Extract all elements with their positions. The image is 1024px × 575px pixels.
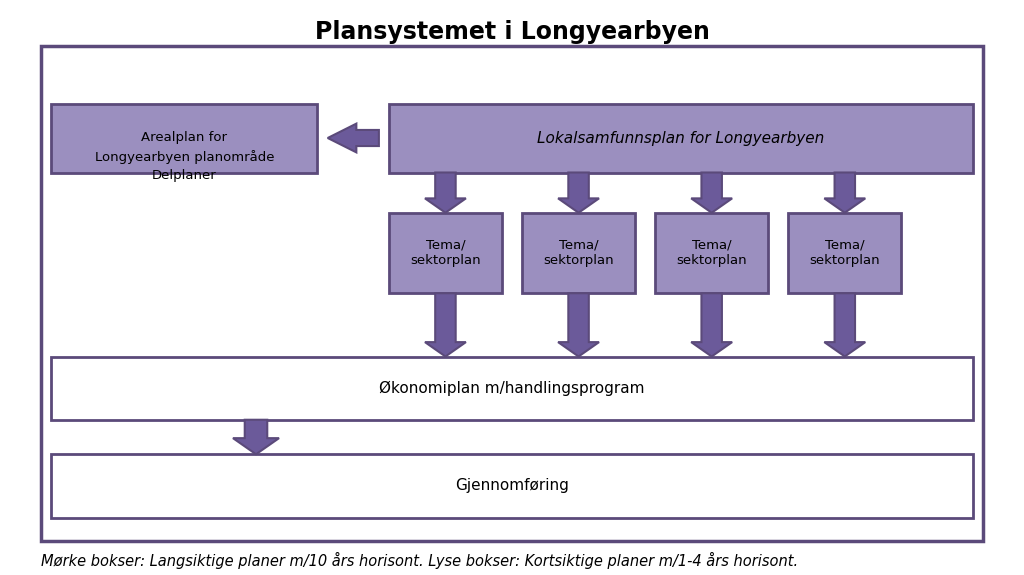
FancyBboxPatch shape	[788, 213, 901, 293]
FancyBboxPatch shape	[41, 46, 983, 540]
Text: Gjennomføring: Gjennomføring	[455, 478, 569, 493]
Polygon shape	[425, 172, 466, 213]
FancyBboxPatch shape	[51, 356, 973, 420]
FancyBboxPatch shape	[51, 104, 317, 172]
Text: Mørke bokser: Langsiktige planer m/10 års horisont. Lyse bokser: Kortsiktige pla: Mørke bokser: Langsiktige planer m/10 år…	[41, 552, 798, 569]
FancyBboxPatch shape	[389, 104, 973, 172]
FancyBboxPatch shape	[389, 213, 502, 293]
Polygon shape	[425, 293, 466, 356]
Text: Tema/
sektorplan: Tema/ sektorplan	[810, 239, 880, 267]
Text: Tema/
sektorplan: Tema/ sektorplan	[544, 239, 613, 267]
Polygon shape	[233, 420, 279, 454]
Polygon shape	[824, 293, 865, 356]
Polygon shape	[691, 172, 732, 213]
Text: Tema/
sektorplan: Tema/ sektorplan	[411, 239, 480, 267]
FancyBboxPatch shape	[51, 454, 973, 518]
Polygon shape	[691, 293, 732, 356]
FancyBboxPatch shape	[655, 213, 768, 293]
Polygon shape	[558, 293, 599, 356]
Polygon shape	[824, 172, 865, 213]
Text: Arealplan for: Arealplan for	[141, 132, 227, 144]
Text: Plansystemet i Longyearbyen: Plansystemet i Longyearbyen	[314, 20, 710, 44]
Polygon shape	[328, 124, 379, 152]
Polygon shape	[558, 172, 599, 213]
Text: Delplaner: Delplaner	[152, 170, 217, 182]
Text: Tema/
sektorplan: Tema/ sektorplan	[677, 239, 746, 267]
Text: Longyearbyen planområde: Longyearbyen planområde	[94, 150, 274, 164]
Text: Lokalsamfunnsplan for Longyearbyen: Lokalsamfunnsplan for Longyearbyen	[538, 131, 824, 145]
Text: Økonomiplan m/handlingsprogram: Økonomiplan m/handlingsprogram	[379, 381, 645, 396]
FancyBboxPatch shape	[522, 213, 635, 293]
